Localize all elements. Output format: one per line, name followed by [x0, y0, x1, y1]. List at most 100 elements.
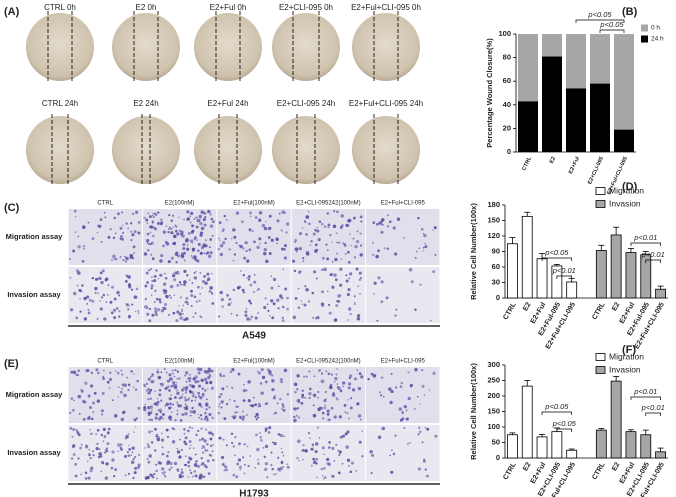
cell [77, 433, 81, 437]
cell [100, 470, 103, 472]
cell [100, 296, 104, 299]
cell [318, 437, 321, 439]
cell [83, 247, 86, 250]
cell [205, 381, 209, 385]
cell [178, 281, 182, 284]
cell [162, 306, 165, 309]
cell [188, 426, 191, 429]
cell [270, 299, 274, 303]
cell [157, 277, 160, 280]
cell [420, 227, 424, 231]
cell [337, 386, 341, 391]
cell [293, 407, 297, 411]
cell [122, 224, 124, 227]
cell [331, 446, 335, 451]
cell [200, 246, 204, 250]
cell [233, 253, 236, 256]
cell [137, 453, 141, 456]
cell [346, 412, 349, 415]
cell [161, 446, 164, 449]
dish [194, 13, 262, 81]
cell [150, 284, 154, 288]
cell [90, 466, 94, 470]
cell [356, 369, 359, 371]
dish-label: E2+Ful+CLI-095 24h [349, 99, 423, 108]
cell [180, 230, 184, 234]
cell [151, 313, 155, 317]
cell [158, 393, 162, 397]
cell [336, 241, 338, 244]
cell [327, 418, 331, 422]
cell [183, 218, 185, 221]
cell [127, 472, 131, 475]
cell [107, 235, 111, 239]
cell [211, 234, 214, 237]
cell [97, 371, 100, 375]
cell [212, 386, 214, 388]
cell [191, 256, 194, 259]
cell [281, 408, 283, 410]
cell [72, 427, 76, 431]
cell [245, 307, 248, 310]
cell [253, 280, 257, 284]
cell [201, 287, 203, 289]
cell [361, 430, 363, 432]
cell [324, 476, 327, 479]
y-tick-label: 100 [487, 422, 500, 431]
cell [380, 218, 385, 222]
cell [175, 381, 177, 384]
cell [354, 301, 356, 304]
cell [124, 255, 126, 258]
cell [197, 249, 200, 252]
cell [88, 453, 91, 457]
cell [117, 450, 120, 452]
cell [106, 380, 110, 384]
cell [196, 367, 201, 371]
cell [286, 465, 290, 469]
cell [209, 454, 213, 457]
cell [302, 458, 304, 461]
cell [222, 374, 226, 378]
cell [172, 274, 176, 278]
cell [256, 462, 260, 465]
cell [349, 397, 353, 400]
cell [377, 435, 382, 440]
cell [84, 381, 88, 385]
cell [426, 474, 429, 478]
cell [233, 415, 237, 419]
cell [206, 449, 209, 452]
cell [312, 404, 315, 407]
cell [313, 270, 317, 274]
cell [137, 309, 140, 312]
column-label: E2+CLI-095242(100nM) [296, 201, 361, 207]
cell [317, 390, 320, 394]
cell [396, 217, 401, 221]
cell [336, 368, 338, 370]
cell [131, 212, 135, 215]
cell [221, 387, 225, 391]
cell [201, 445, 205, 449]
cell [336, 383, 339, 385]
cell [172, 226, 174, 229]
dish-label: E2 24h [133, 99, 158, 108]
cell [254, 403, 258, 407]
cell [182, 312, 184, 315]
cell [154, 390, 156, 392]
micrograph [291, 267, 366, 323]
cell [122, 258, 125, 262]
cell [370, 372, 374, 376]
cell [316, 226, 319, 229]
cell [147, 242, 151, 246]
cell [145, 389, 148, 392]
cell [107, 427, 111, 431]
cell [355, 267, 359, 271]
cell [211, 450, 214, 452]
cell [358, 372, 362, 376]
cell [242, 291, 245, 294]
cell [349, 470, 353, 474]
dish-label: CTRL 24h [42, 99, 78, 108]
cell [402, 236, 405, 239]
cell [320, 379, 325, 384]
cell [219, 243, 224, 248]
cell [180, 254, 185, 258]
